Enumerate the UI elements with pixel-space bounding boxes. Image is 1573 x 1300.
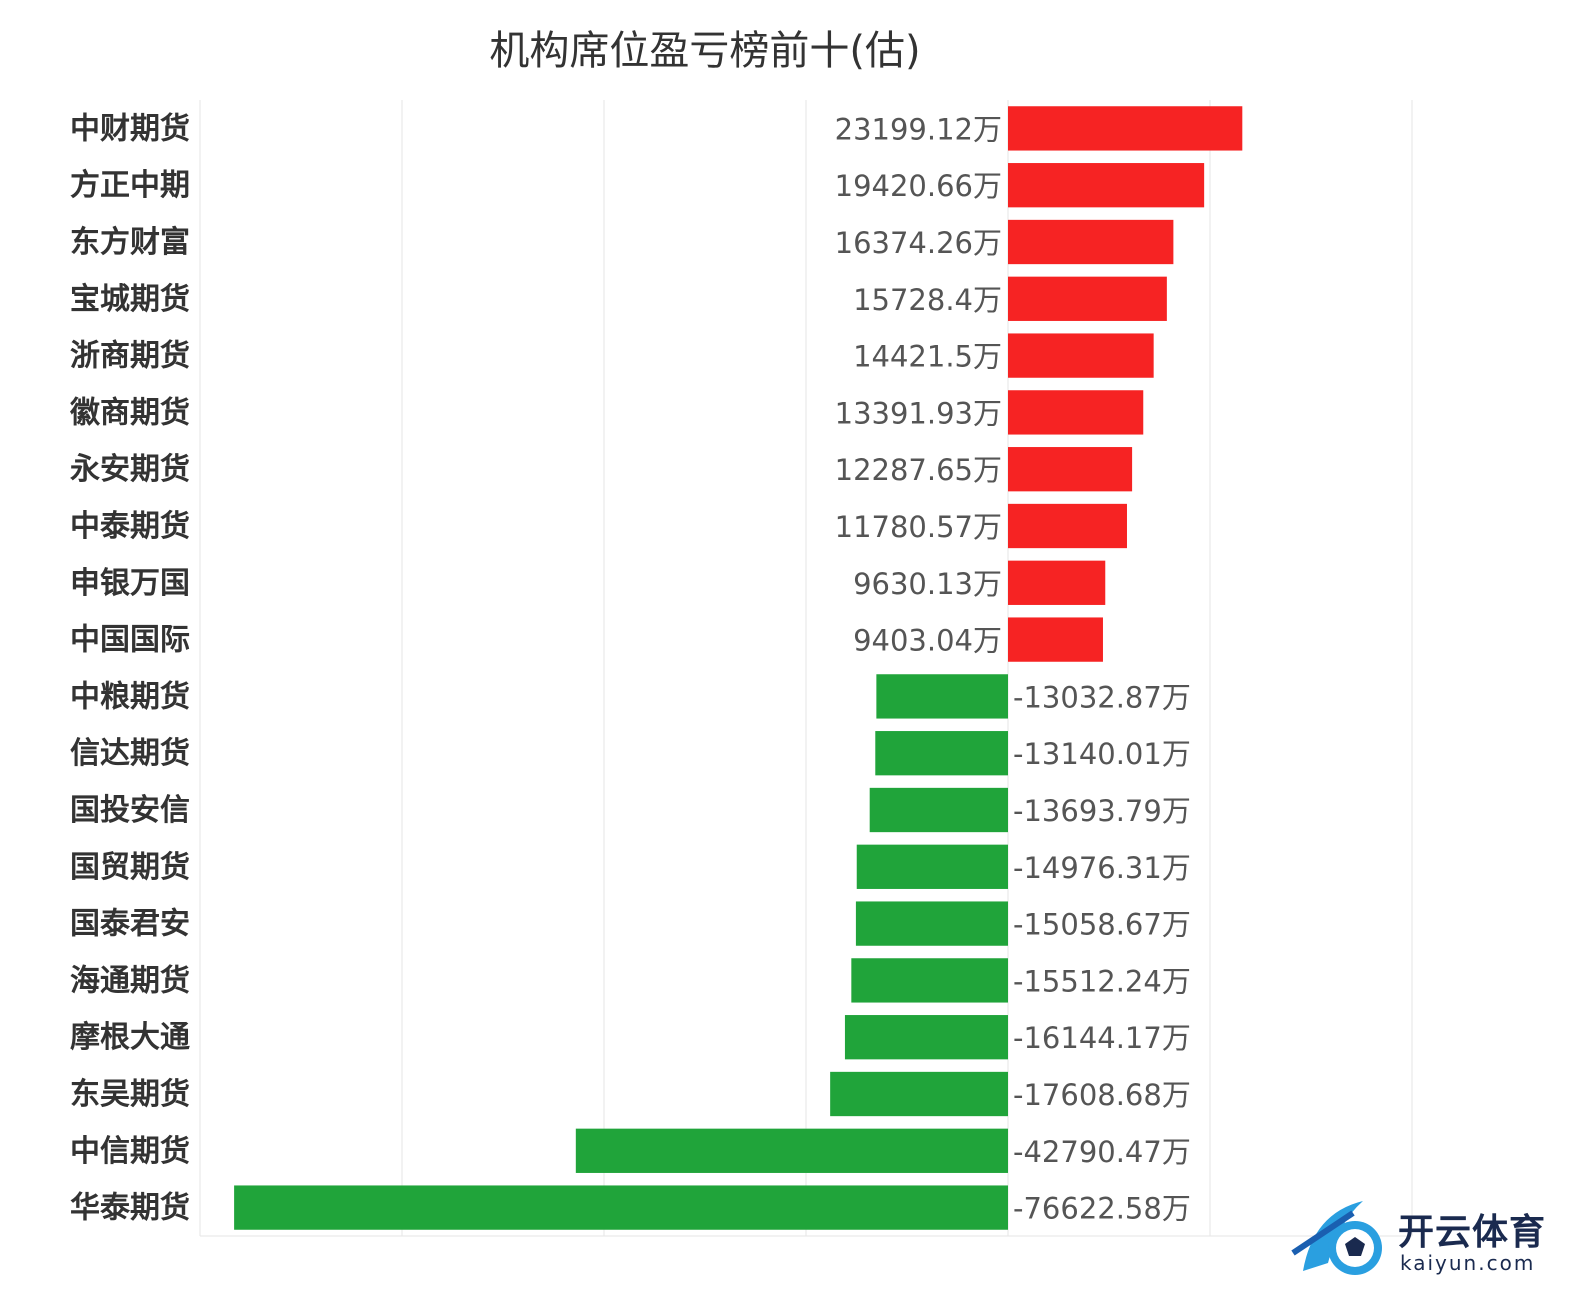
value-label: -13032.87万 <box>1013 680 1191 714</box>
value-label: 15728.4万 <box>853 283 1002 317</box>
value-label: 11780.57万 <box>835 510 1002 544</box>
category-label: 信达期货 <box>70 736 190 771</box>
bar-19 <box>575 1128 1008 1173</box>
value-label: -76622.58万 <box>1013 1192 1191 1226</box>
bar-4 <box>1008 276 1167 321</box>
value-label: -16144.17万 <box>1013 1021 1191 1055</box>
category-label: 国贸期货 <box>70 850 190 885</box>
value-label: 9403.04万 <box>853 624 1002 658</box>
category-label: 东吴期货 <box>70 1077 190 1112</box>
bar-1 <box>1008 106 1243 151</box>
category-label: 国投安信 <box>70 793 190 828</box>
bar-18 <box>830 1071 1008 1117</box>
value-label: -15512.24万 <box>1013 964 1191 998</box>
logo-text: 开云体育 <box>1398 1212 1547 1253</box>
bar-3 <box>1008 219 1174 265</box>
bar-14 <box>856 844 1008 889</box>
bar-6 <box>1008 390 1144 435</box>
value-label: 23199.12万 <box>835 112 1002 146</box>
bar-9 <box>1008 560 1106 605</box>
value-label: -15058.67万 <box>1013 908 1191 942</box>
bar-15 <box>855 901 1008 946</box>
bar-8 <box>1008 503 1127 549</box>
category-label: 徽商期货 <box>69 395 190 430</box>
category-label: 海通期货 <box>70 963 190 998</box>
value-label: 13391.93万 <box>835 396 1002 430</box>
value-label: -13140.01万 <box>1013 737 1191 771</box>
logo-url: kaiyun.com <box>1400 1251 1536 1275</box>
bar-12 <box>875 731 1008 776</box>
gridlines <box>199 100 1413 1237</box>
category-label: 华泰期货 <box>70 1191 190 1226</box>
bar-11 <box>876 674 1008 719</box>
value-label: 19420.66万 <box>835 169 1002 203</box>
value-label: 14421.5万 <box>853 340 1002 374</box>
category-label: 中信期货 <box>70 1134 190 1169</box>
bars <box>234 106 1243 1230</box>
category-label: 中国国际 <box>70 623 190 658</box>
category-label: 国泰君安 <box>70 907 190 942</box>
category-label: 摩根大通 <box>70 1020 190 1055</box>
bar-17 <box>844 1015 1008 1060</box>
bar-16 <box>851 958 1008 1003</box>
value-label: -42790.47万 <box>1013 1135 1191 1169</box>
value-label: 12287.65万 <box>835 453 1002 487</box>
category-label: 宝城期货 <box>70 282 190 317</box>
value-label: -17608.68万 <box>1013 1078 1191 1112</box>
bar-5 <box>1008 333 1154 378</box>
value-label: 9630.13万 <box>853 567 1002 601</box>
brand-logo: 开云体育 kaiyun.com <box>1283 1193 1563 1283</box>
chart-title: 机构席位盈亏榜前十(估) <box>489 28 921 74</box>
logo-icon <box>1291 1201 1382 1275</box>
bar-7 <box>1008 447 1133 492</box>
category-label: 中财期货 <box>70 111 190 146</box>
category-label: 申银万国 <box>70 566 190 601</box>
category-label: 中粮期货 <box>70 679 190 714</box>
category-label: 东方财富 <box>70 225 190 260</box>
bar-13 <box>869 787 1008 833</box>
value-label: 16374.26万 <box>835 226 1002 260</box>
category-label: 中泰期货 <box>70 509 190 544</box>
bar-20 <box>234 1185 1008 1230</box>
category-label: 永安期货 <box>70 452 190 487</box>
category-label: 方正中期 <box>70 168 190 203</box>
value-label: -13693.79万 <box>1013 794 1191 828</box>
bar-2 <box>1008 163 1205 208</box>
category-label: 浙商期货 <box>70 339 190 374</box>
value-label: -14976.31万 <box>1013 851 1191 885</box>
bar-10 <box>1008 617 1103 662</box>
